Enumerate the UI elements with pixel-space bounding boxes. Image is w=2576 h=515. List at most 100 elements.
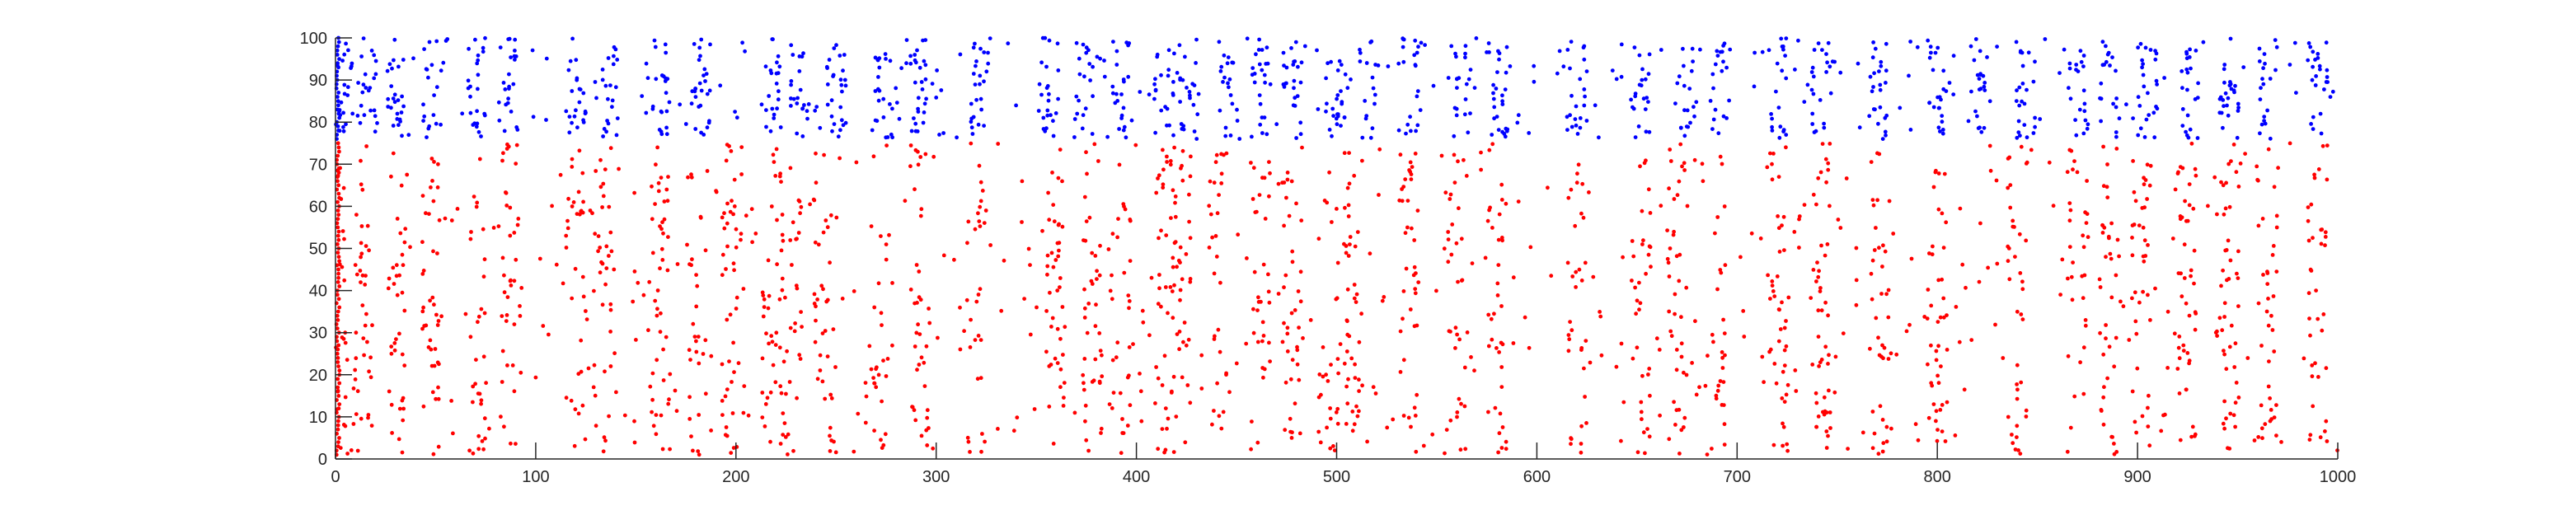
red-point — [1673, 423, 1677, 427]
blue-point — [974, 59, 978, 63]
blue-point — [577, 100, 582, 105]
red-point — [730, 411, 735, 415]
blue-point — [699, 88, 704, 93]
red-point — [598, 185, 603, 190]
red-point — [1667, 274, 1672, 279]
blue-point — [663, 42, 668, 47]
blue-point — [1082, 74, 1086, 79]
blue-point — [1408, 115, 1412, 119]
blue-point — [775, 60, 779, 65]
red-point — [1462, 365, 1467, 370]
blue-point — [978, 73, 983, 78]
blue-point — [1769, 112, 1774, 116]
red-point — [1904, 329, 1909, 334]
red-point — [1641, 430, 1646, 435]
red-point — [1457, 206, 1461, 211]
red-point — [838, 156, 842, 161]
blue-point — [1091, 64, 1095, 69]
red-point — [1380, 298, 1385, 303]
red-point — [479, 401, 483, 406]
red-point — [1941, 246, 1946, 250]
blue-point — [1040, 35, 1045, 40]
blue-point — [1363, 99, 1368, 103]
blue-point — [1335, 112, 1340, 117]
red-point — [1454, 241, 1459, 246]
red-point — [336, 394, 341, 398]
red-point — [1964, 285, 1968, 290]
blue-point — [1584, 119, 1589, 123]
blue-point — [789, 96, 793, 101]
red-point — [392, 341, 397, 345]
red-point — [1877, 353, 1882, 358]
red-point — [1715, 388, 1720, 393]
red-point — [725, 221, 730, 226]
red-point — [1055, 288, 1060, 293]
red-point — [1097, 273, 1102, 278]
red-point — [996, 427, 1000, 431]
red-point — [1414, 271, 1418, 275]
red-point — [1217, 414, 1222, 419]
red-point — [1504, 439, 1509, 444]
red-point — [2101, 144, 2106, 149]
blue-point — [497, 118, 502, 123]
red-point — [1011, 428, 1016, 433]
red-point — [658, 330, 663, 335]
red-point — [1846, 447, 1851, 451]
red-point — [1060, 224, 1065, 229]
red-point — [780, 232, 785, 237]
red-point — [655, 288, 660, 293]
red-point — [335, 208, 340, 213]
red-point — [1934, 358, 1939, 363]
red-point — [1643, 451, 1647, 456]
red-point — [1718, 268, 1723, 272]
blue-point — [1879, 59, 1884, 64]
red-point — [1295, 348, 1300, 353]
blue-point — [1175, 71, 1180, 75]
red-point — [1672, 400, 1676, 405]
red-point — [335, 313, 340, 318]
red-point — [1816, 176, 1821, 180]
red-point — [471, 384, 476, 389]
red-point — [424, 323, 429, 328]
red-point — [2176, 271, 2181, 275]
blue-point — [768, 129, 773, 133]
blue-point — [2033, 124, 2038, 129]
red-point — [1267, 194, 1271, 199]
red-point — [722, 211, 726, 216]
red-point — [1430, 432, 1435, 437]
red-point — [1826, 433, 1830, 438]
red-point — [1778, 327, 1783, 331]
blue-point — [1178, 77, 1182, 82]
red-point — [1872, 248, 1877, 252]
red-point — [541, 324, 546, 328]
blue-point — [373, 72, 378, 77]
red-point — [650, 397, 655, 402]
blue-point — [570, 89, 575, 93]
blue-point — [1181, 124, 1186, 129]
red-point — [1283, 380, 1288, 385]
blue-point — [341, 124, 345, 129]
red-point — [1881, 441, 1886, 446]
red-point — [2266, 147, 2271, 152]
red-point — [1684, 285, 1689, 290]
blue-point — [2217, 96, 2222, 101]
blue-point — [1056, 96, 1060, 101]
red-point — [964, 297, 969, 302]
red-point — [2065, 170, 2070, 175]
red-point — [392, 282, 396, 286]
red-point — [608, 302, 613, 307]
blue-point — [2018, 133, 2022, 138]
blue-point — [1805, 82, 1810, 87]
red-point — [580, 274, 585, 279]
red-point — [822, 152, 826, 157]
red-point — [1352, 173, 1357, 178]
blue-point — [1619, 42, 1624, 47]
blue-point — [1077, 56, 1082, 61]
blue-point — [566, 68, 571, 73]
red-point — [1496, 237, 1501, 242]
red-point — [1115, 235, 1119, 240]
red-point — [1448, 197, 1452, 201]
blue-point — [544, 118, 548, 122]
blue-point — [1578, 125, 1583, 130]
blue-point — [884, 135, 889, 140]
